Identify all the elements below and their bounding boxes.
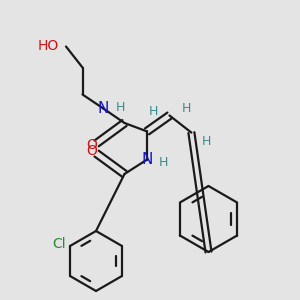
Text: H: H <box>181 101 191 115</box>
Text: O: O <box>86 144 97 158</box>
Text: H: H <box>115 100 125 114</box>
Text: H: H <box>148 105 158 119</box>
Text: N: N <box>98 101 109 116</box>
Text: O: O <box>86 138 97 152</box>
Text: HO: HO <box>37 40 58 53</box>
Text: H: H <box>159 156 168 169</box>
Text: Cl: Cl <box>53 238 66 251</box>
Text: N: N <box>141 152 153 167</box>
Text: H: H <box>202 135 211 148</box>
